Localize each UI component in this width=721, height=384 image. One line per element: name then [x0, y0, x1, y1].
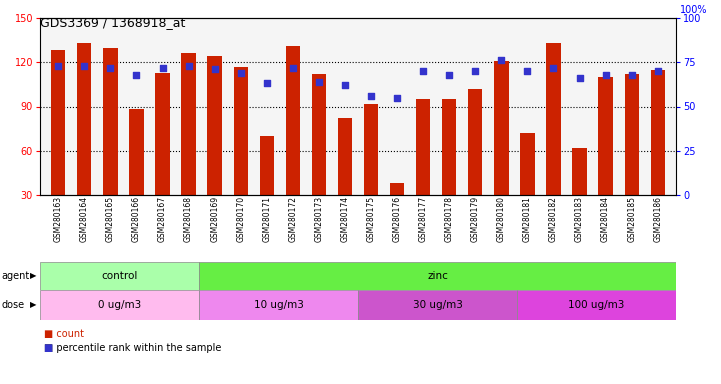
Bar [155, 73, 169, 239]
Bar [494, 61, 508, 239]
Text: GSM280185: GSM280185 [627, 196, 636, 242]
Bar [521, 133, 534, 239]
Bar [390, 183, 404, 239]
Text: GSM280173: GSM280173 [314, 196, 324, 242]
Bar [598, 77, 613, 239]
Bar [468, 89, 482, 239]
Bar [40, 262, 199, 290]
Bar [364, 104, 379, 239]
Point [339, 82, 350, 88]
Text: GSM280175: GSM280175 [366, 196, 376, 242]
Text: ■: ■ [43, 343, 53, 353]
Point [574, 75, 585, 81]
Bar [129, 109, 143, 239]
Text: GSM280167: GSM280167 [158, 196, 167, 242]
Bar [182, 53, 195, 239]
Text: GSM280171: GSM280171 [262, 196, 271, 242]
Bar [260, 136, 274, 239]
Bar [624, 74, 639, 239]
Bar [103, 48, 118, 239]
Point [209, 66, 221, 73]
Text: GSM280184: GSM280184 [601, 196, 610, 242]
Point [366, 93, 377, 99]
Text: GSM280177: GSM280177 [419, 196, 428, 242]
Point [131, 71, 142, 78]
Text: 0 ug/m3: 0 ug/m3 [98, 300, 141, 310]
Bar [358, 290, 517, 320]
Text: GSM280179: GSM280179 [471, 196, 479, 242]
Text: GSM280183: GSM280183 [575, 196, 584, 242]
Bar [234, 67, 248, 239]
Text: GSM280174: GSM280174 [340, 196, 350, 242]
Bar [199, 262, 676, 290]
Text: control: control [102, 271, 138, 281]
Point [53, 63, 64, 69]
Bar [40, 290, 199, 320]
Text: agent: agent [1, 271, 30, 281]
Point [156, 65, 168, 71]
Text: dose: dose [1, 300, 25, 310]
Text: GSM280164: GSM280164 [80, 196, 89, 242]
Bar [208, 56, 222, 239]
Text: GSM280169: GSM280169 [210, 196, 219, 242]
Text: ■ percentile rank within the sample: ■ percentile rank within the sample [43, 343, 221, 353]
Point [79, 63, 90, 69]
Point [652, 68, 663, 74]
Text: zinc: zinc [427, 271, 448, 281]
Text: ■ count: ■ count [43, 329, 84, 339]
Bar [650, 70, 665, 239]
Point [287, 65, 298, 71]
Point [600, 71, 611, 78]
Text: GSM280170: GSM280170 [236, 196, 245, 242]
Text: GSM280178: GSM280178 [445, 196, 454, 242]
Text: GSM280168: GSM280168 [184, 196, 193, 242]
Text: 100%: 100% [680, 5, 708, 15]
Point [313, 79, 324, 85]
Point [105, 65, 116, 71]
Text: GSM280166: GSM280166 [132, 196, 141, 242]
Text: GSM280180: GSM280180 [497, 196, 506, 242]
Text: ▶: ▶ [30, 271, 37, 280]
Bar [338, 118, 352, 239]
Text: GSM280165: GSM280165 [106, 196, 115, 242]
Point [443, 71, 455, 78]
Bar [51, 50, 66, 239]
Text: 100 ug/m3: 100 ug/m3 [568, 300, 624, 310]
Point [522, 68, 534, 74]
Point [392, 94, 403, 101]
Text: GSM280186: GSM280186 [653, 196, 663, 242]
Text: 30 ug/m3: 30 ug/m3 [412, 300, 462, 310]
Text: GSM280163: GSM280163 [54, 196, 63, 242]
Text: GSM280176: GSM280176 [393, 196, 402, 242]
Bar [416, 99, 430, 239]
Bar [199, 290, 358, 320]
Text: GSM280172: GSM280172 [288, 196, 297, 242]
Point [235, 70, 247, 76]
Point [261, 80, 273, 86]
Point [417, 68, 429, 74]
Bar [547, 43, 561, 239]
Point [495, 58, 507, 64]
Text: ▶: ▶ [30, 301, 37, 310]
Bar [77, 43, 92, 239]
Point [183, 63, 195, 69]
Bar [572, 148, 587, 239]
Bar [286, 46, 300, 239]
Text: 10 ug/m3: 10 ug/m3 [254, 300, 304, 310]
Text: GSM280182: GSM280182 [549, 196, 558, 242]
Point [548, 65, 559, 71]
Text: GDS3369 / 1368918_at: GDS3369 / 1368918_at [40, 16, 185, 29]
Point [626, 71, 637, 78]
Bar [517, 290, 676, 320]
Bar [311, 74, 326, 239]
Bar [442, 99, 456, 239]
Text: GSM280181: GSM280181 [523, 196, 532, 242]
Point [469, 68, 481, 74]
